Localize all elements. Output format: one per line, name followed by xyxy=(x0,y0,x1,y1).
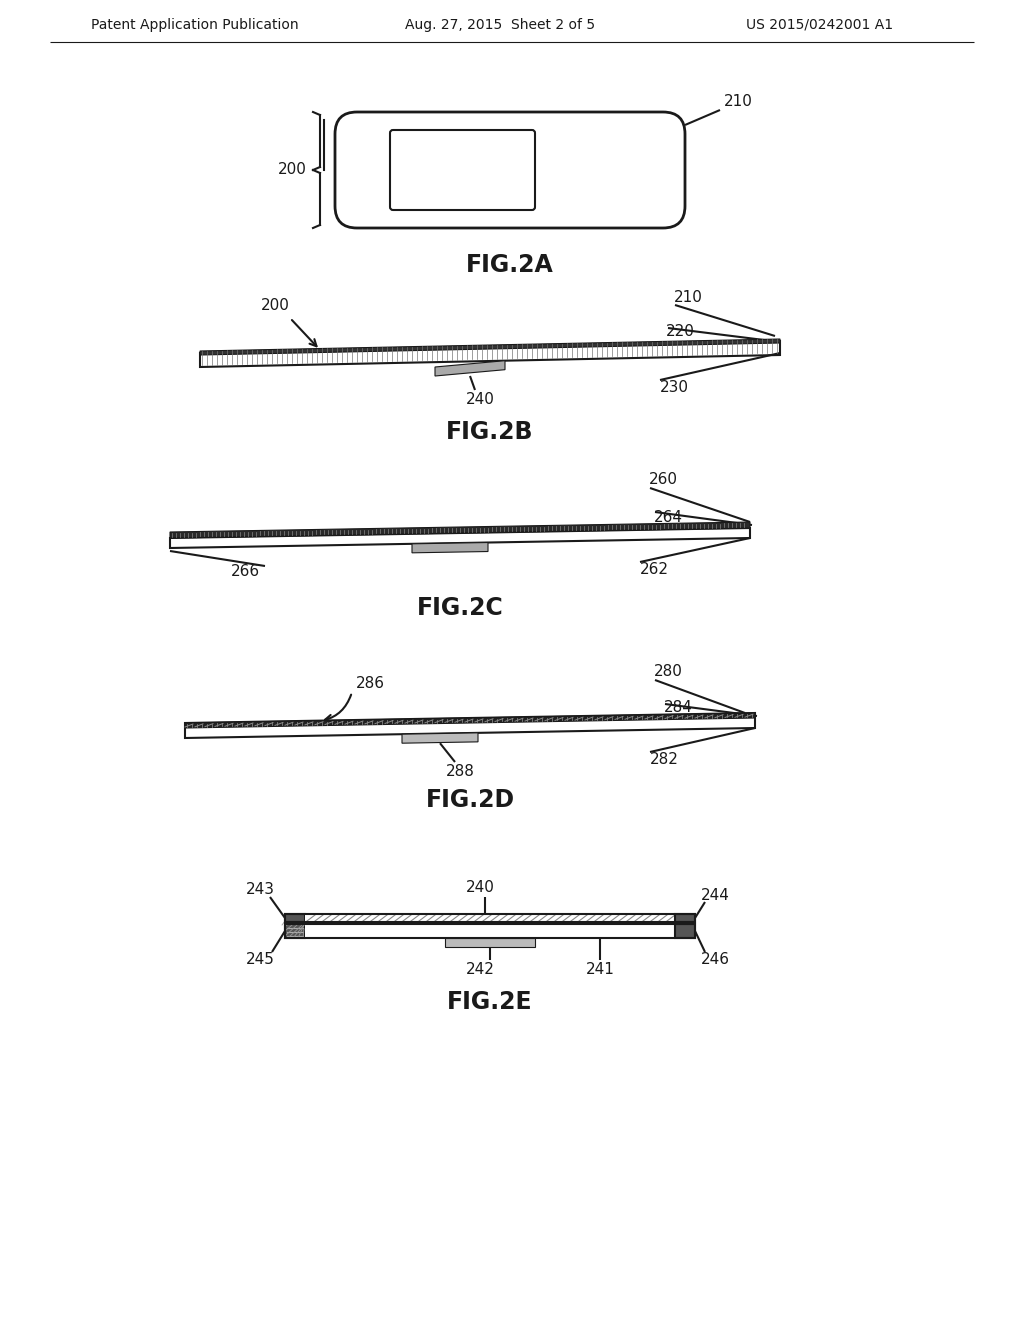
Text: 262: 262 xyxy=(640,562,669,578)
Polygon shape xyxy=(200,339,780,355)
Text: 240: 240 xyxy=(466,392,495,408)
Polygon shape xyxy=(200,341,780,367)
Text: 288: 288 xyxy=(445,764,474,780)
Polygon shape xyxy=(285,913,305,921)
Text: FIG.2E: FIG.2E xyxy=(447,990,532,1014)
Text: 264: 264 xyxy=(653,510,683,524)
Text: 282: 282 xyxy=(649,752,679,767)
Text: 210: 210 xyxy=(724,95,753,110)
Polygon shape xyxy=(402,733,478,743)
Text: 220: 220 xyxy=(666,325,694,339)
Polygon shape xyxy=(305,924,675,939)
Polygon shape xyxy=(412,543,488,553)
Polygon shape xyxy=(675,924,695,939)
Polygon shape xyxy=(305,913,675,921)
Text: US 2015/0242001 A1: US 2015/0242001 A1 xyxy=(746,18,894,32)
Polygon shape xyxy=(675,913,695,921)
Polygon shape xyxy=(185,713,755,729)
Text: 200: 200 xyxy=(278,162,306,177)
Text: 210: 210 xyxy=(674,290,702,305)
Text: 244: 244 xyxy=(700,887,729,903)
Text: Patent Application Publication: Patent Application Publication xyxy=(91,18,299,32)
Text: 284: 284 xyxy=(664,701,692,715)
Text: FIG.2D: FIG.2D xyxy=(425,788,515,812)
Text: 286: 286 xyxy=(355,676,384,692)
Polygon shape xyxy=(170,521,750,539)
Polygon shape xyxy=(445,939,535,946)
Polygon shape xyxy=(170,528,750,548)
Text: 240: 240 xyxy=(466,880,495,895)
Text: FIG.2C: FIG.2C xyxy=(417,597,504,620)
Text: Aug. 27, 2015  Sheet 2 of 5: Aug. 27, 2015 Sheet 2 of 5 xyxy=(404,18,595,32)
Text: 242: 242 xyxy=(466,962,495,978)
FancyBboxPatch shape xyxy=(335,112,685,228)
Text: 243: 243 xyxy=(246,883,274,898)
Text: 245: 245 xyxy=(246,953,274,968)
Text: FIG.2A: FIG.2A xyxy=(466,253,554,277)
Polygon shape xyxy=(435,360,505,376)
Text: 246: 246 xyxy=(700,953,729,968)
Text: 280: 280 xyxy=(653,664,682,680)
Polygon shape xyxy=(185,713,755,738)
Text: 260: 260 xyxy=(648,473,678,487)
Text: 241: 241 xyxy=(586,962,614,978)
Polygon shape xyxy=(285,924,305,939)
Text: FIG.2B: FIG.2B xyxy=(446,420,534,444)
FancyBboxPatch shape xyxy=(390,129,535,210)
Text: 266: 266 xyxy=(230,565,259,579)
Text: 230: 230 xyxy=(659,380,688,396)
Text: 200: 200 xyxy=(260,297,290,313)
